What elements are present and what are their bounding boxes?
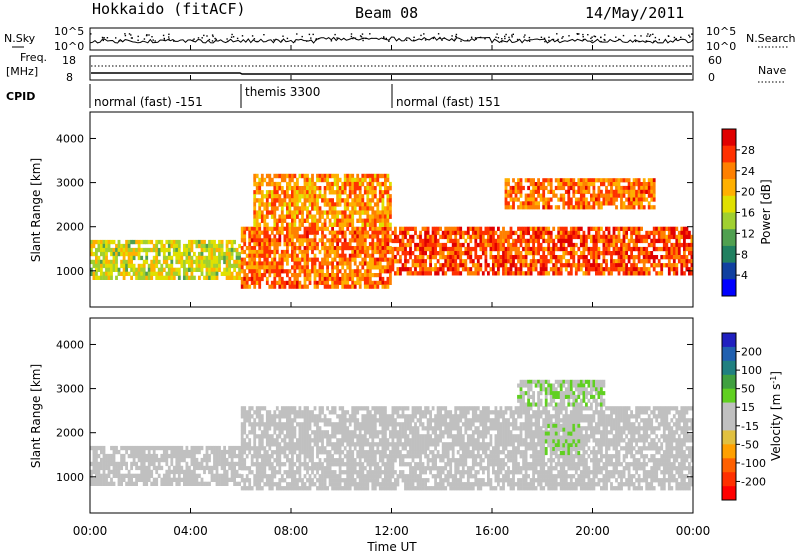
velocity-colorbar-label: Velocity [m s-1] [769,371,783,461]
nsearch-label: N.Search [746,32,796,45]
freq-label: Freq. [20,51,47,64]
velocity-band-1 [240,406,694,491]
velocity-panel: 1000 2000 3000 4000 Slant Range [km] [29,317,694,514]
colorbar-tick-label: 8 [741,248,748,261]
colorbar-tick-label: -15 [741,420,759,433]
y-tick-label: 4000 [56,132,84,145]
power-band-3 [391,226,694,276]
colorbar-tick-label: -100 [741,457,766,470]
nsky-label: N.Sky [4,32,36,45]
power-ylabel: Slant Range [km] [29,158,43,262]
nsearch-tick-low: 10^0 [706,40,736,53]
y-tick-label: 1000 [56,265,84,278]
y-tick-label: 2000 [56,427,84,440]
nsky-tick-low: 10^0 [54,40,84,53]
freq-tick-high: 18 [62,54,76,67]
station-title: Hokkaido (fitACF) [92,0,246,18]
y-tick-label: 3000 [56,383,84,396]
colorbar-tick-label: 12 [741,227,755,240]
colorbar-tick-label: 20 [741,186,755,199]
nsky-panel: N.Sky 10^5 10^0 10^5 10^0 N.Search [4,25,796,53]
cpid-mode-3: normal (fast) 151 [396,95,500,109]
power-colorbar: 28 24 20 16 12 8 4 Power [dB] [721,128,773,297]
y-tick-label: 1000 [56,471,84,484]
x-tick-label: 12:00 [374,524,409,538]
nave-tick-high: 60 [708,54,722,67]
colorbar-tick-label: 50 [741,383,755,396]
nave-label: Nave [758,64,786,77]
x-tick-label: 16:00 [475,524,510,538]
y-tick-label: 4000 [56,338,84,351]
x-tick-label: 20:00 [575,524,610,538]
y-tick-label: 3000 [56,177,84,190]
power-band-0 [90,239,241,280]
date-title: 14/May/2011 [585,4,684,22]
x-tick-label: 08:00 [274,524,309,538]
nsearch-tick-high: 10^5 [706,25,736,38]
x-axis-ticks: 00:00 04:00 08:00 12:00 16:00 20:00 00:00 [73,45,711,538]
x-tick-label: 00:00 [73,524,108,538]
freq-trace [91,72,692,75]
x-tick-label: 00:00 [676,524,711,538]
power-band-1 [240,226,392,289]
velocity-band-0 [90,445,241,486]
colorbar-tick-label: -200 [741,475,766,488]
colorbar-tick-label: 16 [741,207,755,220]
cpid-mode-1: normal (fast) -151 [94,95,203,109]
cpid-label: CPID [6,90,35,103]
beam-title: Beam 08 [355,4,418,22]
power-colorbar-label: Power [dB] [759,179,773,244]
freq-panel: Freq. [MHz] 18 8 60 0 Nave [6,51,786,84]
colorbar-tick-label: 24 [741,165,755,178]
power-panel: 1000 2000 3000 4000 Slant Range [km] [29,111,694,308]
freq-tick-low: 8 [66,71,73,84]
velocity-ylabel: Slant Range [km] [29,364,43,468]
velocity-band-2 [517,379,606,407]
colorbar-tick-label: -50 [741,438,759,451]
x-tick-label: 04:00 [173,524,208,538]
y-tick-label: 2000 [56,221,84,234]
colorbar-tick-label: 100 [741,364,762,377]
freq-unit: [MHz] [6,65,38,78]
cpid-strip: CPID normal (fast) -151 themis 3300 norm… [6,84,500,109]
power-band-4 [504,178,656,210]
colorbar-tick-label: 15 [741,401,755,414]
cpid-mode-2: themis 3300 [245,85,320,99]
colorbar-tick-label: 4 [741,269,748,282]
colorbar-tick-label: 200 [741,346,762,359]
colorbar-tick-label: 28 [741,144,755,157]
nave-tick-low: 0 [708,71,715,84]
nsky-trace [89,33,694,44]
velocity-colorbar: 200 100 50 15 -15 -50 -100 -200 Velocity [m s-1… [721,332,783,501]
x-axis-label: Time UT [366,540,417,554]
velocity-band-3 [542,423,581,456]
velocity-y-ticks: 1000 2000 3000 4000 [56,338,693,484]
nsky-tick-high: 10^5 [54,25,84,38]
power-heatmap [90,173,694,289]
power-band-2 [253,173,392,227]
power-y-ticks: 1000 2000 3000 4000 [56,132,693,278]
velocity-heatmap [90,379,694,491]
